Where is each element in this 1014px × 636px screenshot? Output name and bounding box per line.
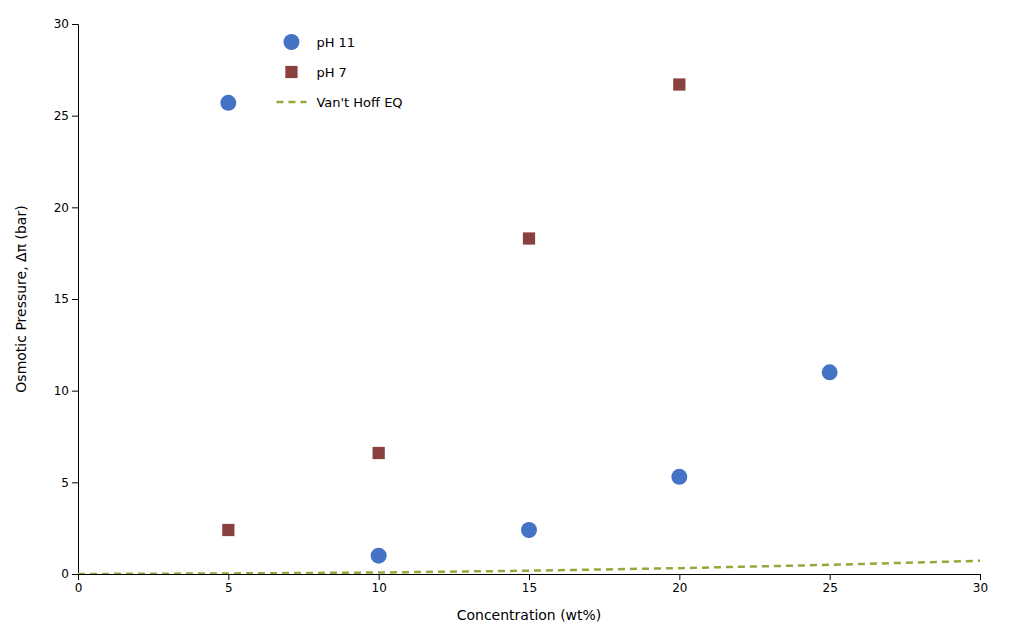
y-axis: 0 5 10 15 20 25 30 — [54, 17, 79, 581]
point — [521, 522, 537, 538]
y-tick: 0 — [61, 567, 78, 581]
y-tick-mark — [72, 574, 78, 575]
y-tick-label: 10 — [54, 384, 69, 398]
x-tick-label: 10 — [372, 581, 387, 595]
y-tick-mark — [72, 299, 78, 300]
legend-label: Van't Hoff EQ — [316, 95, 402, 110]
y-tick: 5 — [61, 476, 78, 490]
y-tick-label: 15 — [54, 292, 69, 306]
x-tick: 15 — [522, 574, 537, 595]
y-tick: 20 — [54, 201, 78, 215]
legend-label: pH 7 — [316, 65, 346, 80]
x-tick: 10 — [372, 574, 387, 595]
y-tick-mark — [72, 207, 78, 208]
y-tick-mark — [72, 116, 78, 117]
y-tick-mark — [72, 482, 78, 483]
legend-label: pH 11 — [316, 35, 355, 50]
marks — [78, 78, 980, 574]
x-tick-mark — [830, 574, 831, 580]
y-tick-mark — [72, 24, 78, 25]
x-tick-mark — [529, 574, 530, 580]
point — [371, 548, 387, 564]
point — [222, 524, 234, 536]
x-tick: 5 — [225, 574, 233, 595]
x-tick-mark — [679, 574, 680, 580]
legend-item: pH 7 — [285, 65, 347, 80]
x-tick: 25 — [823, 574, 838, 595]
x-tick-label: 15 — [522, 581, 537, 595]
point — [220, 95, 236, 111]
y-tick-label: 25 — [54, 109, 69, 123]
x-tick-label: 5 — [225, 581, 233, 595]
y-axis-line — [72, 25, 79, 575]
x-tick-label: 25 — [823, 581, 838, 595]
x-axis: 0 5 10 15 20 25 30 — [75, 574, 988, 595]
plot: 0 5 10 15 20 25 30 0 5 10 15 20 25 30 Concentration (w… — [13, 17, 988, 623]
point — [671, 469, 687, 485]
series-line — [78, 561, 980, 574]
x-tick: 30 — [973, 574, 988, 595]
y-tick: 30 — [54, 17, 78, 31]
legend-symbol — [276, 101, 306, 104]
y-tick-label: 30 — [54, 17, 69, 31]
x-tick: 20 — [672, 574, 687, 595]
y-tick-mark — [72, 391, 78, 392]
legend-item: pH 11 — [283, 34, 355, 50]
y-tick-label: 5 — [61, 476, 69, 490]
x-tick-mark — [379, 574, 380, 580]
y-tick: 15 — [54, 292, 78, 306]
point — [523, 232, 535, 244]
legend-symbol — [283, 34, 299, 50]
x-axis-line — [79, 575, 981, 581]
x-tick-label: 30 — [973, 581, 988, 595]
y-tick-label: 0 — [61, 567, 69, 581]
legend: pH 11 pH 7 Van't Hoff EQ — [276, 34, 402, 110]
point — [822, 364, 838, 380]
legend-item: Van't Hoff EQ — [276, 95, 402, 110]
x-tick: 0 — [75, 574, 83, 595]
x-tick-mark — [228, 574, 229, 580]
y-tick: 25 — [54, 109, 78, 123]
y-tick: 10 — [54, 384, 78, 398]
x-tick-label: 0 — [75, 581, 83, 595]
legend-symbol — [285, 66, 297, 78]
x-tick-label: 20 — [672, 581, 687, 595]
x-axis-title: Concentration (wt%) — [457, 607, 602, 623]
y-axis-title: Osmotic Pressure, Δπ (bar) — [13, 205, 29, 392]
y-tick-label: 20 — [54, 201, 69, 215]
point — [673, 78, 685, 90]
x-tick-mark — [980, 574, 981, 580]
point — [373, 447, 385, 459]
chart: 0 5 10 15 20 25 30 0 5 10 15 20 25 30 Concentration (w… — [0, 0, 1014, 636]
